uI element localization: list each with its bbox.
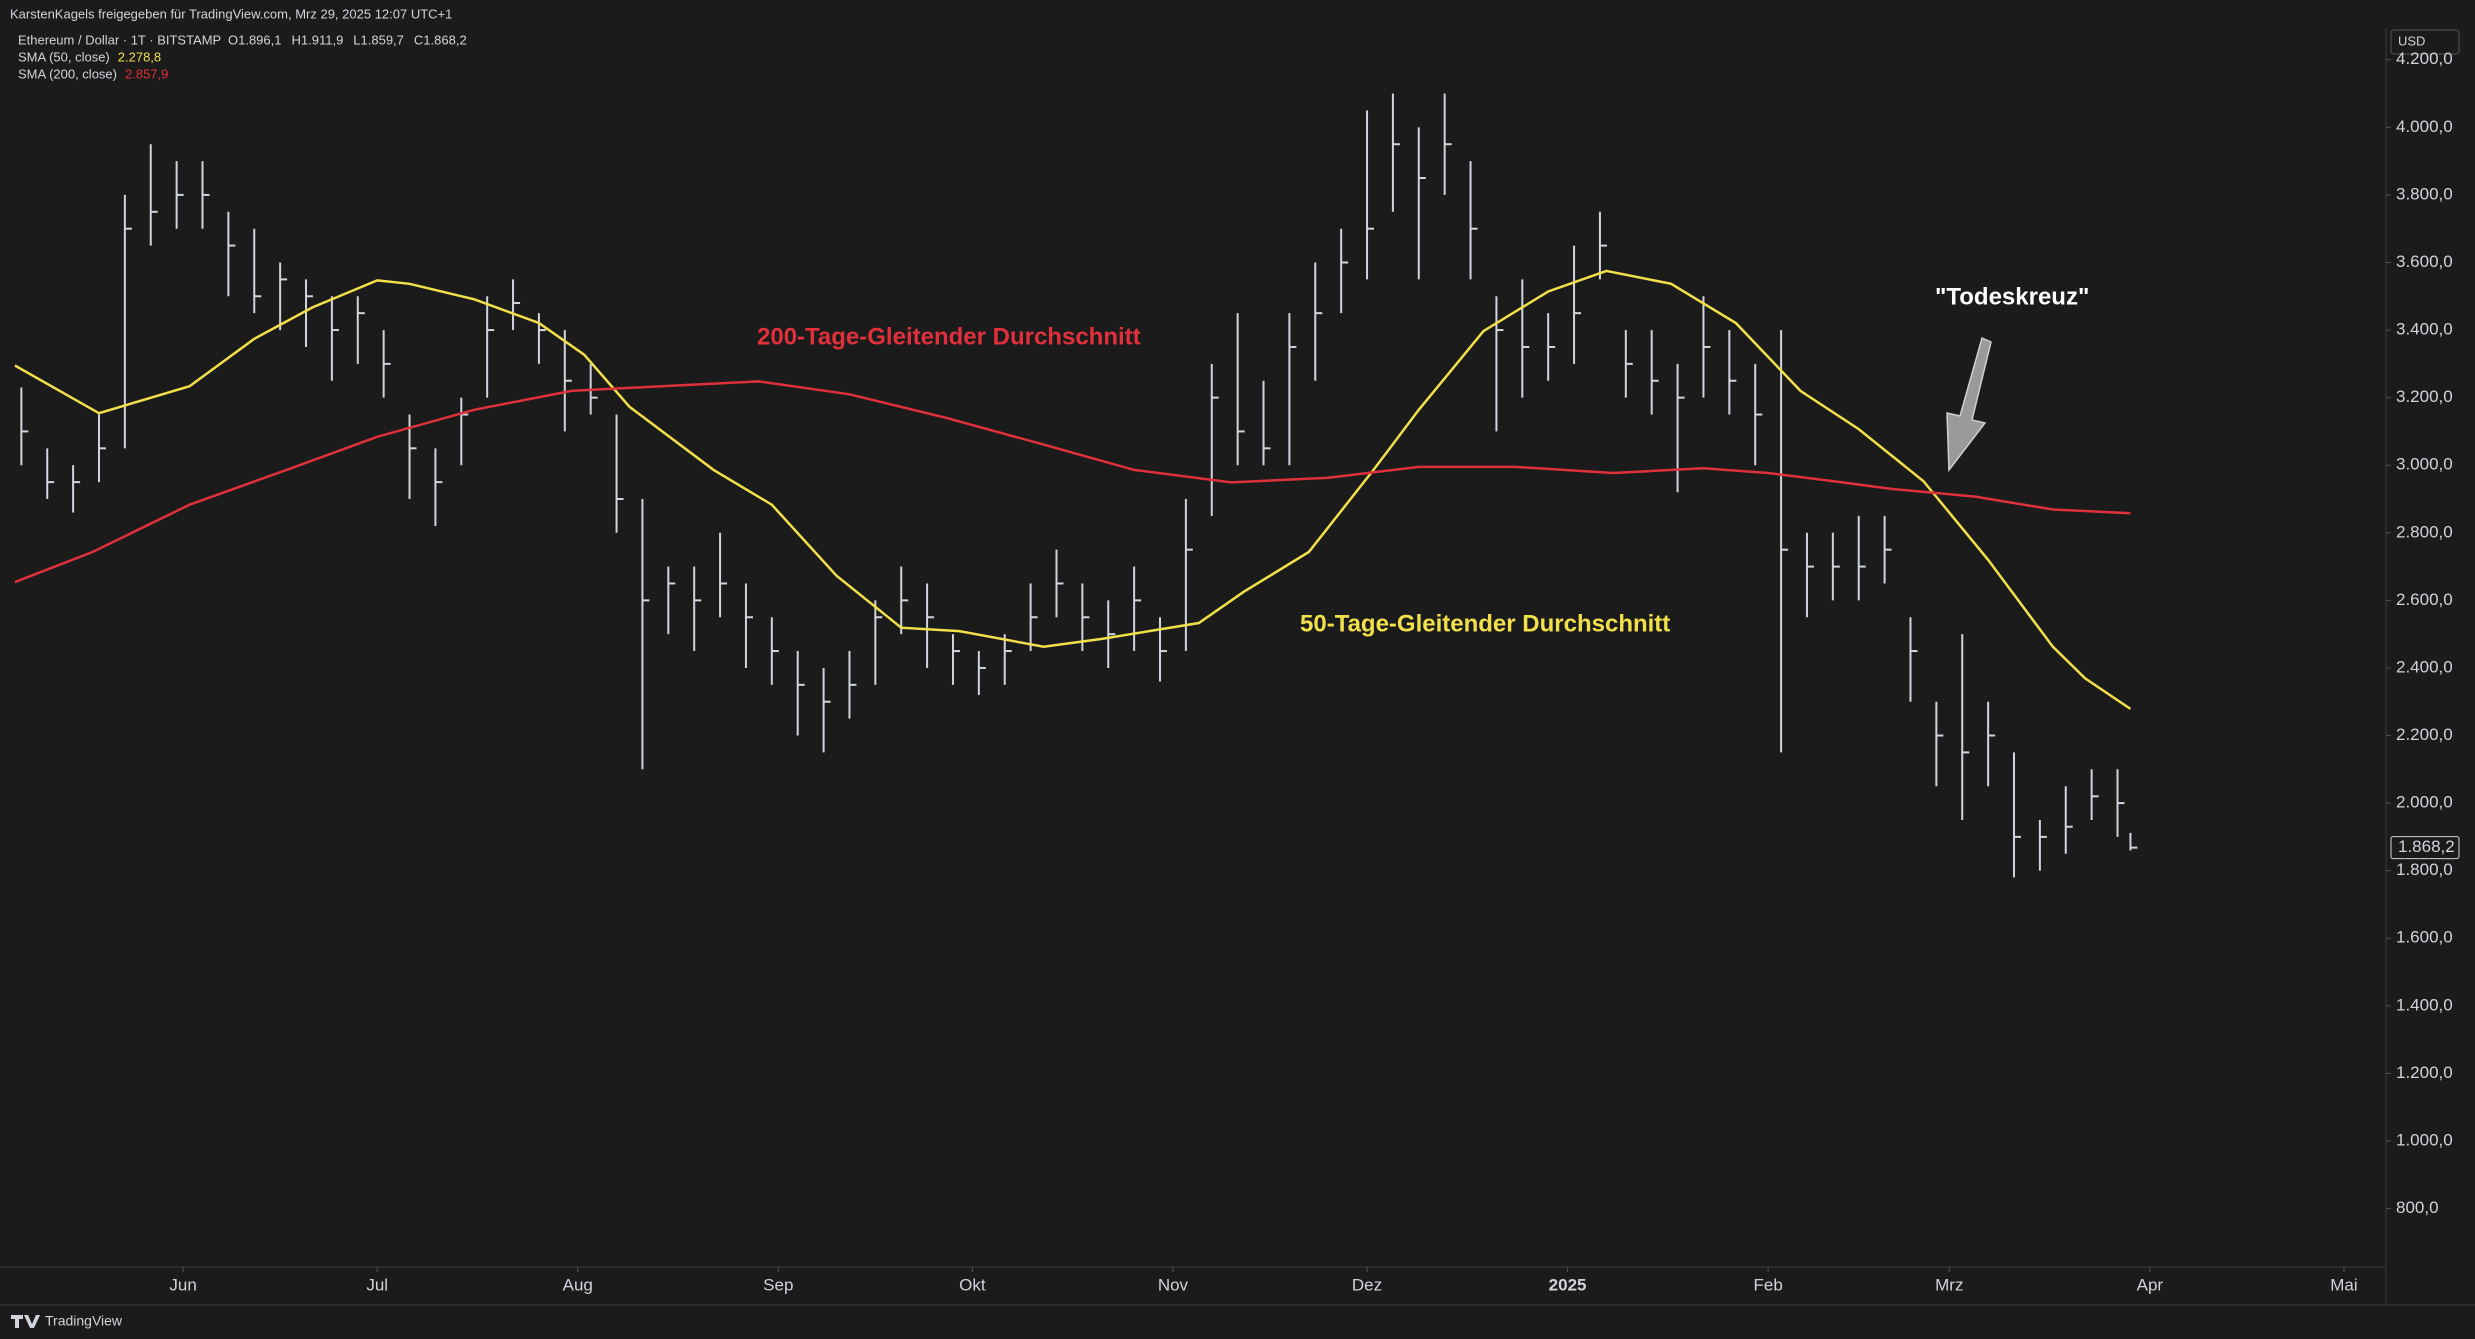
y-tick-label: 2.400,0 (2396, 657, 2453, 676)
y-tick-label: 4.200,0 (2396, 49, 2453, 68)
plot-area (14, 93, 2138, 878)
ohlc-value: L1.859,7 (353, 32, 404, 47)
header: KarstenKagels freigegeben für TradingVie… (10, 6, 452, 21)
ohlc-legend: O1.896,1 H1.911,9 L1.859,7 C1.868,2 (228, 32, 467, 47)
y-tick-label: 1.800,0 (2396, 860, 2453, 879)
y-tick-label: 3.400,0 (2396, 320, 2453, 339)
y-tick-label: 2.000,0 (2396, 793, 2453, 812)
y-tick-label: 1.600,0 (2396, 928, 2453, 947)
legend-label[interactable]: SMA (200, close) (18, 66, 117, 81)
y-tick-label: 800,0 (2396, 1198, 2439, 1217)
x-tick-label: Sep (763, 1275, 793, 1294)
x-tick-label: Apr (2137, 1275, 2164, 1294)
x-tick-label: Mrz (1935, 1275, 1963, 1294)
brand: TradingView (11, 1313, 123, 1329)
arrow (1946, 336, 1992, 473)
annotation: 200-Tage-Gleitender Durchschnitt (757, 323, 1141, 350)
y-tick-label: 3.200,0 (2396, 387, 2453, 406)
currency[interactable]: USD (2398, 33, 2425, 48)
y-tick-label: 3.000,0 (2396, 455, 2453, 474)
sma-line (14, 269, 2132, 710)
brand-name: TradingView (45, 1313, 123, 1329)
sma-line (14, 380, 2131, 584)
y-tick-label: 1.000,0 (2396, 1130, 2453, 1149)
x-tick-label: 2025 (1549, 1275, 1587, 1294)
x-tick-label: Jun (169, 1275, 196, 1294)
x-tick-label: Jul (366, 1275, 388, 1294)
arrow-shape (1946, 336, 1992, 473)
annotation: "Todeskreuz" (1935, 283, 2089, 310)
y-tick-label: 2.600,0 (2396, 590, 2453, 609)
x-tick-label: Feb (1754, 1275, 1783, 1294)
brand-logo (11, 1315, 40, 1328)
y-tick-label: 3.600,0 (2396, 252, 2453, 271)
y-tick-label: 2.200,0 (2396, 725, 2453, 744)
ohlc-value: O1.896,1 (228, 32, 282, 47)
annotation: 50-Tage-Gleitender Durchschnitt (1300, 610, 1670, 637)
last-price-box (2390, 836, 2460, 860)
symbol: Ethereum / Dollar · 1T · BITSTAMP (18, 32, 221, 47)
x-tick-label: Okt (959, 1275, 986, 1294)
x-tick-label: Aug (563, 1275, 593, 1294)
currency-box[interactable] (2390, 29, 2460, 55)
legend-value: 2.857,9 (125, 66, 168, 81)
x-tick-label: Dez (1352, 1275, 1382, 1294)
last-price-label: 1.868,2 (2398, 837, 2455, 856)
legend-label[interactable]: SMA (50, close) (18, 49, 110, 64)
ohlc-value: C1.868,2 (414, 32, 467, 47)
ohlc-value: H1.911,9 (292, 32, 344, 47)
y-tick-label: 3.800,0 (2396, 184, 2453, 203)
y-tick-label: 2.800,0 (2396, 522, 2453, 541)
x-tick-label: Mai (2330, 1275, 2357, 1294)
y-tick-label: 1.200,0 (2396, 1063, 2453, 1082)
y-tick-label: 1.400,0 (2396, 995, 2453, 1014)
x-tick-label: Nov (1158, 1275, 1189, 1294)
legend-value: 2.278,8 (118, 49, 161, 64)
y-tick-label: 4.000,0 (2396, 117, 2453, 136)
